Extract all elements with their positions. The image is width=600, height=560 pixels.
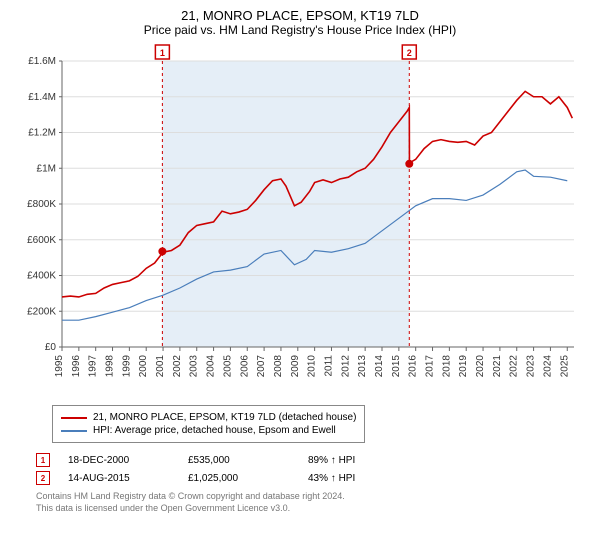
legend-label: 21, MONRO PLACE, EPSOM, KT19 7LD (detach… bbox=[93, 412, 356, 423]
svg-text:2023: 2023 bbox=[526, 355, 537, 378]
svg-text:£1.4M: £1.4M bbox=[28, 92, 56, 103]
legend-label: HPI: Average price, detached house, Epso… bbox=[93, 425, 336, 436]
chart-svg: £0 £200K £400K £600K £800K £1M £1.2M £1.4M £1.6M… bbox=[18, 41, 582, 401]
sales-table: 1 18-DEC-2000 £535,000 89% ↑ HPI 2 14-AU… bbox=[36, 453, 582, 485]
svg-text:£400K: £400K bbox=[27, 271, 56, 282]
svg-text:£800K: £800K bbox=[27, 199, 56, 210]
svg-text:2: 2 bbox=[407, 48, 412, 58]
chart: £0 £200K £400K £600K £800K £1M £1.2M £1.4M £1.6M… bbox=[18, 41, 582, 401]
sale-hpi: 43% ↑ HPI bbox=[308, 473, 428, 484]
legend-row: 21, MONRO PLACE, EPSOM, KT19 7LD (detach… bbox=[61, 412, 356, 423]
footer: Contains HM Land Registry data © Crown c… bbox=[36, 491, 582, 514]
svg-text:2019: 2019 bbox=[458, 355, 469, 378]
svg-text:2009: 2009 bbox=[290, 355, 301, 378]
sale-date: 14-AUG-2015 bbox=[68, 473, 188, 484]
svg-text:£1M: £1M bbox=[37, 163, 56, 174]
svg-text:2004: 2004 bbox=[206, 355, 217, 378]
svg-text:1996: 1996 bbox=[71, 355, 82, 378]
sale-price: £1,025,000 bbox=[188, 473, 308, 484]
svg-text:1997: 1997 bbox=[88, 355, 99, 378]
svg-text:2018: 2018 bbox=[441, 355, 452, 378]
page-subtitle: Price paid vs. HM Land Registry's House … bbox=[18, 23, 582, 37]
sale-hpi: 89% ↑ HPI bbox=[308, 455, 428, 466]
svg-text:£200K: £200K bbox=[27, 306, 56, 317]
svg-text:2007: 2007 bbox=[256, 355, 267, 378]
svg-text:2008: 2008 bbox=[273, 355, 284, 378]
sale-marker-icon: 1 bbox=[36, 453, 50, 467]
svg-text:1: 1 bbox=[160, 48, 165, 58]
footer-line: This data is licensed under the Open Gov… bbox=[36, 503, 582, 515]
svg-text:1999: 1999 bbox=[121, 355, 132, 378]
legend-swatch bbox=[61, 430, 87, 432]
svg-text:2014: 2014 bbox=[374, 355, 385, 378]
svg-text:2000: 2000 bbox=[138, 355, 149, 378]
legend: 21, MONRO PLACE, EPSOM, KT19 7LD (detach… bbox=[52, 405, 365, 443]
sale-row: 1 18-DEC-2000 £535,000 89% ↑ HPI bbox=[36, 453, 582, 467]
svg-text:1995: 1995 bbox=[54, 355, 65, 378]
sale-row: 2 14-AUG-2015 £1,025,000 43% ↑ HPI bbox=[36, 471, 582, 485]
svg-text:2022: 2022 bbox=[509, 355, 520, 378]
svg-text:2020: 2020 bbox=[475, 355, 486, 378]
svg-text:2025: 2025 bbox=[559, 355, 570, 378]
page-title: 21, MONRO PLACE, EPSOM, KT19 7LD bbox=[18, 8, 582, 23]
svg-text:£600K: £600K bbox=[27, 235, 56, 246]
svg-text:2003: 2003 bbox=[189, 355, 200, 378]
sale-marker-icon: 2 bbox=[36, 471, 50, 485]
svg-text:1998: 1998 bbox=[105, 355, 116, 378]
svg-text:£1.6M: £1.6M bbox=[28, 56, 56, 67]
sale-date: 18-DEC-2000 bbox=[68, 455, 188, 466]
svg-text:£0: £0 bbox=[45, 342, 57, 353]
svg-text:2015: 2015 bbox=[391, 355, 402, 378]
legend-row: HPI: Average price, detached house, Epso… bbox=[61, 425, 356, 436]
svg-text:2006: 2006 bbox=[239, 355, 250, 378]
svg-text:2017: 2017 bbox=[425, 355, 436, 378]
footer-line: Contains HM Land Registry data © Crown c… bbox=[36, 491, 582, 503]
svg-text:2016: 2016 bbox=[408, 355, 419, 378]
svg-text:2001: 2001 bbox=[155, 355, 166, 378]
svg-text:2011: 2011 bbox=[323, 355, 334, 377]
svg-text:2012: 2012 bbox=[340, 355, 351, 378]
svg-text:2021: 2021 bbox=[492, 355, 503, 378]
sale-price: £535,000 bbox=[188, 455, 308, 466]
svg-text:2024: 2024 bbox=[542, 355, 553, 378]
svg-text:2010: 2010 bbox=[307, 355, 318, 378]
svg-text:2013: 2013 bbox=[357, 355, 368, 378]
svg-text:£1.2M: £1.2M bbox=[28, 128, 56, 139]
svg-text:2002: 2002 bbox=[172, 355, 183, 378]
legend-swatch bbox=[61, 417, 87, 419]
svg-text:2005: 2005 bbox=[222, 355, 233, 378]
